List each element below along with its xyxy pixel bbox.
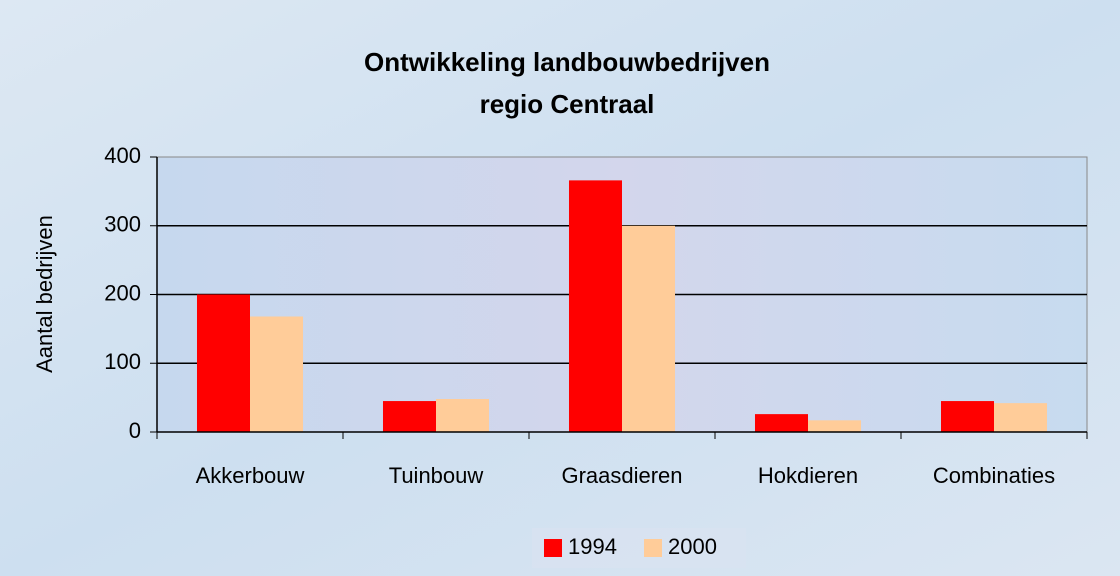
legend-swatch bbox=[544, 539, 562, 557]
chart-title: regio Centraal bbox=[480, 89, 655, 119]
x-tick-label: Graasdieren bbox=[561, 463, 682, 488]
x-tick-label: Tuinbouw bbox=[389, 463, 484, 488]
legend-label: 2000 bbox=[668, 534, 717, 559]
bar bbox=[940, 401, 994, 432]
legend-box bbox=[532, 528, 746, 568]
y-axis-label: Aantal bedrijven bbox=[32, 215, 57, 373]
bar bbox=[196, 294, 250, 432]
bar bbox=[250, 316, 304, 432]
bar bbox=[994, 403, 1048, 432]
bar bbox=[622, 225, 676, 432]
y-tick-label: 0 bbox=[129, 418, 141, 443]
y-tick-label: 100 bbox=[104, 349, 141, 374]
bar bbox=[808, 420, 862, 432]
x-tick-label: Akkerbouw bbox=[196, 463, 305, 488]
bar bbox=[568, 180, 622, 432]
y-tick-label: 400 bbox=[104, 143, 141, 168]
bar bbox=[436, 399, 490, 432]
y-tick-label: 300 bbox=[104, 212, 141, 237]
y-tick-label: 200 bbox=[104, 280, 141, 305]
x-tick-label: Hokdieren bbox=[758, 463, 858, 488]
bar bbox=[382, 401, 436, 432]
legend-label: 1994 bbox=[568, 534, 617, 559]
chart-title: Ontwikkeling landbouwbedrijven bbox=[364, 47, 770, 77]
legend-swatch bbox=[644, 539, 662, 557]
bar bbox=[754, 414, 808, 432]
x-tick-label: Combinaties bbox=[933, 463, 1055, 488]
